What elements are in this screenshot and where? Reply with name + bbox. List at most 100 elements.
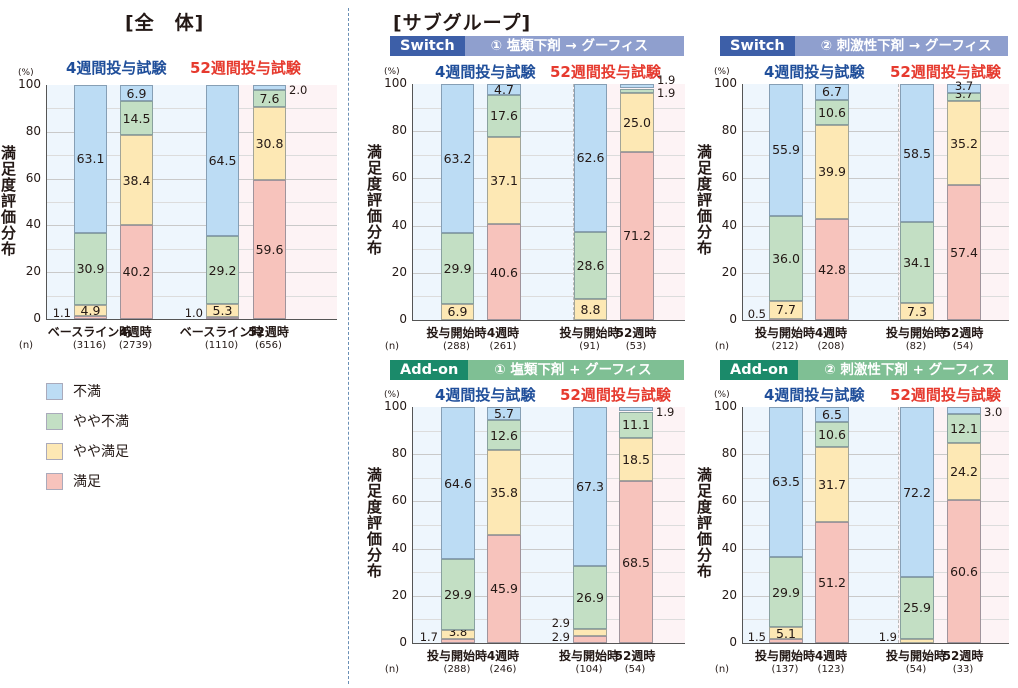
bar-segment-somewhat-satisfied: 38.4 (120, 135, 153, 225)
bar-segment-dissatisfied (620, 84, 654, 89)
gridline-minor (413, 477, 685, 479)
trial-label-52week: 52週間投与試験 (550, 63, 661, 81)
legend-label: やや不満 (73, 414, 129, 430)
sample-size-label: (261) (489, 341, 517, 352)
gridline (743, 131, 1009, 133)
legend-swatch-somewhat-satisfied (46, 442, 63, 460)
bar-segment-dissatisfied: 58.5 (900, 84, 934, 223)
bar-segment-somewhat-satisfied: 18.5 (619, 437, 653, 482)
segment-value: 68.5 (622, 554, 650, 570)
bar-segment-satisfied (769, 639, 803, 643)
gridline-minor (743, 154, 1009, 156)
y-axis-label: 満足度評価分布 (695, 144, 713, 256)
stacked-bar: 42.8 39.9 10.6 6.7 (815, 84, 849, 320)
bar-segment-somewhat-dissatisfied: 11.1 (619, 411, 653, 438)
bar-segment-somewhat-satisfied: 7.7 (769, 300, 803, 319)
x-category-label: 投与開始時 (754, 326, 815, 340)
bar-segment-somewhat-satisfied: 6.9 (441, 303, 474, 320)
segment-value-outside: 2.9 (551, 630, 570, 644)
legend-label: 満足 (73, 474, 101, 490)
gridline (47, 178, 337, 180)
bar-segment-satisfied: 42.8 (815, 219, 849, 320)
segment-value: 67.3 (576, 478, 604, 494)
bar-segment-satisfied (74, 316, 107, 319)
segment-value-outside: 0.5 (747, 307, 766, 321)
y-unit: (%) (714, 390, 730, 400)
segment-value: 51.2 (818, 575, 846, 591)
y-tick: 40 (721, 540, 737, 555)
y-tick: 60 (25, 170, 41, 185)
segment-value: 30.8 (255, 136, 284, 152)
sample-size-label: (246) (489, 664, 517, 675)
bar-segment-dissatisfied (947, 84, 981, 93)
x-category-label: ベースライン時 (47, 325, 132, 339)
gridline-minor (413, 619, 685, 621)
x-category-label: 投与開始時 (885, 649, 946, 663)
gridline-minor (743, 525, 1009, 526)
legend: 不満 やや不満 やや満足 満足 (46, 376, 129, 496)
sample-size-label: (137) (771, 664, 799, 675)
overall-title: [全 体] (125, 12, 205, 34)
bar-segment-satisfied: 51.2 (815, 522, 849, 643)
gridline (743, 178, 1009, 180)
bar-segment-somewhat-dissatisfied: 25.9 (900, 577, 934, 639)
gridline (413, 178, 685, 180)
gridline (47, 131, 337, 133)
x-category-label: 52週時 (942, 649, 984, 663)
gridline-minor (47, 248, 337, 250)
subgroup-banner: Add-on ① 塩類下剤 + グーフィス (390, 360, 684, 380)
y-tick: 80 (721, 123, 737, 138)
subgroup-title: [サブグループ] (393, 12, 532, 34)
sample-size-label: (54) (905, 664, 927, 675)
segment-value: 34.1 (903, 255, 931, 271)
bar-segment-somewhat-dissatisfied (947, 92, 981, 102)
y-tick: 80 (25, 123, 41, 138)
y-tick: 0 (729, 312, 737, 326)
plot-area: 0.5 7.7 36.0 55.9 42.8 39.9 10.6 6.7 7.3 34.1 58.5… (742, 79, 1009, 321)
segment-value: 6.7 (822, 84, 842, 100)
y-tick: 20 (721, 587, 737, 602)
bar-segment-somewhat-satisfied: 31.7 (815, 447, 849, 523)
bar-segment-somewhat-dissatisfied: 29.9 (441, 233, 474, 304)
y-unit: (%) (714, 67, 730, 77)
bar-segment-somewhat-satisfied: 25.0 (620, 92, 654, 152)
segment-value: 5.3 (212, 302, 233, 318)
sample-size-label: (1110) (204, 340, 239, 351)
segment-value-outside: 1.0 (184, 306, 203, 320)
sample-size-label: (288) (443, 664, 471, 675)
segment-value: 63.5 (772, 474, 800, 490)
segment-value: 18.5 (622, 452, 650, 468)
bar-segment-dissatisfied: 4.7 (487, 82, 521, 97)
y-tick: 20 (391, 264, 407, 279)
segment-value: 8.8 (580, 302, 601, 318)
segment-value: 10.6 (818, 427, 846, 443)
gridline-minor (413, 202, 685, 203)
bar-segment-somewhat-dissatisfied: 29.2 (206, 235, 239, 305)
bar-segment-satisfied: 60.6 (947, 499, 981, 643)
sample-size-label: (208) (817, 341, 845, 352)
y-tick: 40 (25, 217, 41, 232)
bar-segment-somewhat-dissatisfied: 36.0 (769, 215, 803, 301)
trial-label-4week: 4週間投与試験 (435, 386, 536, 404)
x-category-label: 52週時 (615, 326, 657, 340)
sample-size-label: (104) (575, 664, 603, 675)
bar-segment-dissatisfied: 63.5 (769, 407, 803, 557)
gridline-minor (47, 108, 337, 110)
y-tick: 40 (391, 540, 407, 555)
segment-value: 38.4 (122, 172, 151, 188)
bar-segment-somewhat-dissatisfied (620, 88, 654, 93)
n-label: (n) (714, 341, 730, 352)
bar-segment-somewhat-satisfied: 5.3 (206, 302, 239, 318)
bar-segment-somewhat-dissatisfied: 12.1 (947, 414, 981, 443)
x-category-label: 52週時 (942, 326, 984, 340)
stacked-bar: 60.6 24.2 12.1 3.0 (947, 405, 1002, 643)
bar-segment-dissatisfied: 62.6 (574, 84, 607, 232)
segment-value-outside: 3.0 (984, 405, 1003, 420)
banner-tag: Add-on (390, 360, 469, 380)
bar-segment-satisfied: 59.6 (253, 179, 286, 319)
stacked-bar: 6.9 29.9 63.2 (441, 84, 474, 320)
subgroup-banner: Switch ② 刺激性下剤 → グーフィス (720, 36, 1008, 56)
bar-segment-satisfied: 71.2 (620, 151, 654, 320)
stacked-bar: 0.5 7.7 36.0 55.9 (748, 83, 803, 321)
sample-size-label: (2739) (118, 340, 153, 351)
